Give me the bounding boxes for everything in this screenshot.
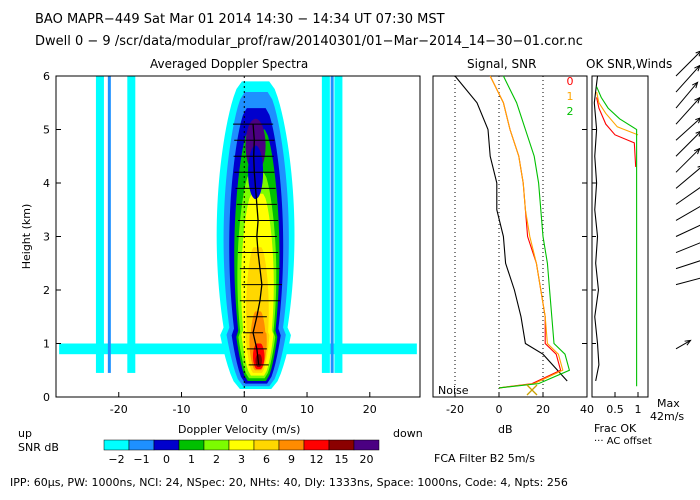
spectra-ytick-label-4: 4 [43, 177, 50, 190]
header-line2: Dwell 0 − 9 /scr/data/modular_prof/raw/2… [35, 34, 583, 49]
colorbar-swatch-10 [353, 439, 380, 451]
wind-arrow-3 [675, 242, 700, 254]
colorbar-tick-0: −2 [108, 453, 124, 466]
ok-line-frac_ok [593, 75, 600, 382]
ok-line-1 [596, 91, 639, 136]
snr-legend-1: 1 [567, 90, 574, 103]
wind-arrow-12 [675, 82, 698, 109]
ok-xlabel: Frac OK [594, 422, 637, 435]
spectra-xtick-label-3: 10 [300, 403, 314, 416]
snr-frame [432, 75, 588, 398]
colorbar-tick-8: 12 [310, 453, 324, 466]
colorbar-label: SNR dB [18, 441, 59, 454]
wind-arrow-10 [675, 117, 700, 141]
spectra-strip-0 [95, 76, 104, 373]
colorbar-swatch-1 [128, 439, 155, 451]
wind-arrow-4 [675, 224, 700, 237]
colorbar-tick-9: 15 [335, 453, 349, 466]
noise-label: Noise [438, 384, 469, 397]
spectra-xtick-label-1: -10 [173, 403, 191, 416]
spectra-strip-1 [127, 76, 136, 373]
spectra-xtick-label-4: 20 [363, 403, 377, 416]
wind-arrow-2 [675, 260, 700, 270]
wind-arrow-14 [675, 51, 700, 77]
wind-arrow-11 [675, 97, 700, 125]
ok-xtick-label-0: 0.5 [606, 403, 624, 416]
down-label: down [393, 427, 423, 440]
colorbar-swatch-0 [103, 439, 130, 451]
snr-xlabel: dB [498, 423, 513, 436]
snr-line-1 [489, 75, 564, 389]
header-line1: BAO MAPR−449 Sat Mar 01 2014 14:30 − 14:… [35, 12, 445, 27]
wind-arrowhead-0 [684, 339, 692, 346]
colorbar-swatch-7 [278, 439, 305, 451]
wind-arrow-0 [675, 340, 691, 350]
spectra-ytick-label-0: 0 [43, 391, 50, 404]
colorbar-tick-10: 20 [360, 453, 374, 466]
up-label: up [18, 427, 32, 440]
colorbar-tick-4: 2 [213, 453, 220, 466]
wind-max-label: Max [657, 397, 680, 410]
colorbar-swatch-2 [153, 439, 180, 451]
wind-max-value: 42m/s [650, 410, 685, 423]
colorbar-tick-6: 6 [263, 453, 270, 466]
spectra-xtick-label-2: 0 [241, 403, 248, 416]
spectra-strip-2 [321, 76, 330, 373]
wind-arrow-7 [675, 167, 700, 189]
snr-line-2 [498, 75, 571, 389]
ok-xtick-label-1: 1 [635, 403, 642, 416]
spectra-title: Averaged Doppler Spectra [150, 57, 309, 71]
ok-title: OK SNR,Winds [586, 57, 673, 71]
ok-frame [591, 75, 649, 398]
filter-label: FCA Filter B2 5m/s [434, 452, 535, 465]
noise-marker [526, 384, 538, 396]
peak-trace [252, 124, 263, 365]
spectra-ytick-label-6: 6 [43, 70, 50, 83]
spectra-ytick-label-3: 3 [43, 231, 50, 244]
wind-arrow-5 [675, 206, 700, 221]
wind-arrow-8 [675, 148, 700, 173]
wind-arrowhead-10 [695, 117, 700, 124]
spectra-vline-0 [107, 76, 111, 373]
snr-title: Signal, SNR [467, 57, 537, 71]
ok-xlabel2: ··· AC offset [594, 436, 652, 447]
colorbar-swatch-8 [303, 439, 330, 451]
colorbar-tick-5: 3 [238, 453, 245, 466]
colorbar-swatch-4 [203, 439, 230, 451]
colorbar-tick-1: −1 [133, 453, 149, 466]
spectra-ylabel: Height (km) [20, 204, 33, 270]
spectra-ytick-label-1: 1 [43, 338, 50, 351]
spectra-xtick-label-0: -20 [110, 403, 128, 416]
footer-params: IPP: 60μs, PW: 1000ns, NCI: 24, NSpec: 2… [10, 476, 568, 489]
ok-line-0 [596, 97, 637, 167]
snr-xtick-label-1: 0 [496, 403, 503, 416]
wind-arrowhead-12 [692, 81, 699, 89]
ok-line-2 [596, 86, 638, 387]
wind-arrow-9 [675, 131, 700, 157]
colorbar-swatch-6 [253, 439, 280, 451]
colorbar-swatch-9 [328, 439, 355, 451]
snr-line-signal [454, 75, 568, 382]
snr-xtick-label-0: -20 [446, 403, 464, 416]
snr-legend-2: 2 [567, 105, 574, 118]
colorbar-swatch-3 [178, 439, 205, 451]
colorbar-tick-3: 1 [188, 453, 195, 466]
wind-arrow-6 [675, 186, 700, 205]
colorbar-tick-7: 9 [288, 453, 295, 466]
spectra-xlabel: Doppler Velocity (m/s) [178, 423, 301, 436]
spectra-vline-1 [330, 76, 334, 373]
spectra-ytick-label-5: 5 [43, 124, 50, 137]
snr-xtick-label-2: 20 [536, 403, 550, 416]
colorbar-swatch-5 [228, 439, 255, 451]
snr-legend-0: 0 [567, 75, 574, 88]
spectra-ytick-label-2: 2 [43, 284, 50, 297]
wind-arrow-1 [675, 277, 700, 286]
colorbar-tick-2: 0 [163, 453, 170, 466]
spectra-strip-3 [334, 76, 343, 373]
snr-xtick-label-3: 40 [580, 403, 594, 416]
wind-arrow-13 [675, 65, 700, 93]
